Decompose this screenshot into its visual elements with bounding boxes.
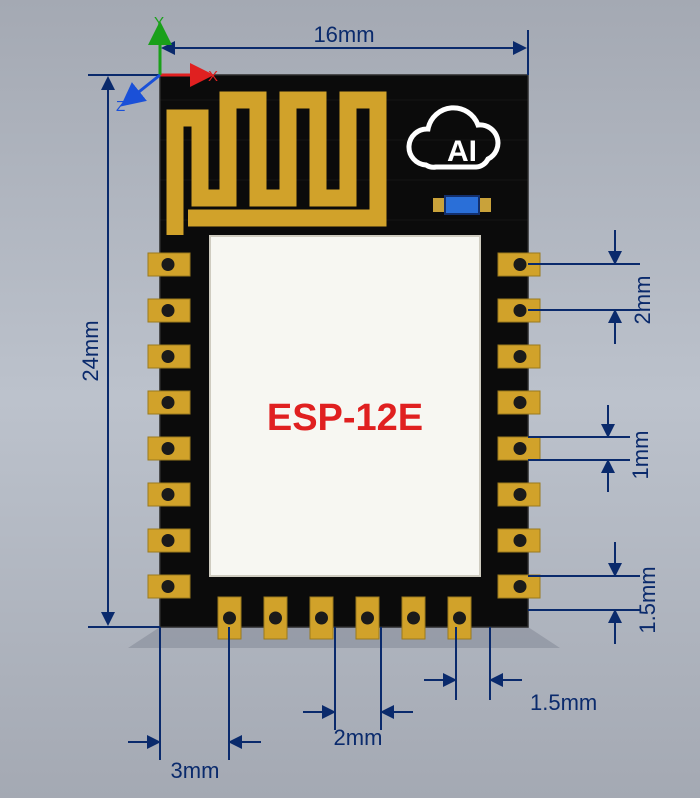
dim-pad-length: 1mm (528, 405, 653, 492)
solder-pad (448, 597, 471, 639)
solder-pad (148, 575, 190, 598)
solder-pad (498, 483, 540, 506)
solder-pad (356, 597, 379, 639)
solder-pad (148, 483, 190, 506)
dim-bottom-pitch-label: 2mm (334, 725, 383, 750)
dim-pad-pitch: 2mm (528, 230, 655, 344)
axis-z-label: Z (116, 98, 125, 115)
solder-pad (498, 437, 540, 460)
dim-side-pad-width: 1.5mm (528, 542, 660, 644)
solder-pad (148, 437, 190, 460)
solder-pad (148, 529, 190, 552)
board-shadow (128, 627, 560, 648)
status-led (433, 196, 491, 214)
pcb-board: AI ESP-12E (148, 75, 540, 639)
solder-pad (148, 391, 190, 414)
dim-height-label: 24mm (78, 320, 103, 381)
dim-side-pad-width-label: 1.5mm (635, 566, 660, 633)
solder-pad (498, 345, 540, 368)
dim-bottom-edge-label: 3mm (171, 758, 220, 783)
solder-pad (148, 253, 190, 276)
solder-pad (402, 597, 425, 639)
ai-label: AI (447, 135, 477, 168)
solder-pad (148, 299, 190, 322)
dim-pad-pitch-label: 2mm (630, 276, 655, 325)
solder-pad (264, 597, 287, 639)
diagram-canvas: AI ESP-12E 16mm 24mm 2mm (0, 0, 700, 798)
solder-pad (148, 345, 190, 368)
solder-pad (498, 529, 540, 552)
solder-pad (310, 597, 333, 639)
solder-pad (498, 575, 540, 598)
axis-x-label: X (208, 68, 218, 85)
solder-pad (498, 391, 540, 414)
dim-width-label: 16mm (313, 22, 374, 47)
module-name: ESP-12E (267, 397, 423, 439)
axis-y-label: Y (154, 14, 164, 31)
dim-pad-length-label: 1mm (628, 431, 653, 480)
dim-bottom-edge-offset: 3mm (128, 627, 261, 783)
dim-bottom-pad-width-label: 1.5mm (530, 690, 597, 715)
